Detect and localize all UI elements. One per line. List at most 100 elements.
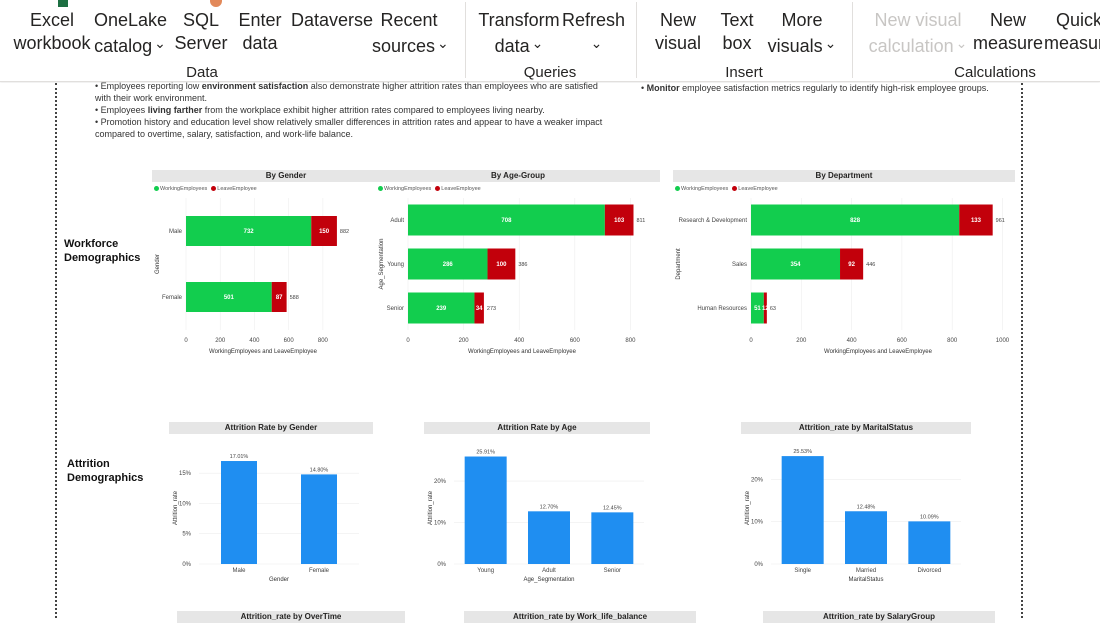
visual-title-work-life-balance[interactable]: Attrition_rate by Work_life_balance [464,611,696,623]
bar-working [186,282,272,312]
visual-title: Attrition_rate by MaritalStatus [741,422,971,434]
report-canvas: • Employees reporting low environment sa… [0,81,1100,623]
more-visuals-button[interactable]: More visuals ⌄ [766,9,838,58]
x-tick-label: 800 [625,338,636,344]
button-label: box [722,33,752,53]
button-label: More [781,10,823,30]
bar-working [751,248,841,280]
visual-title: Attrition Rate by Gender [169,422,373,434]
x-tick-label: Senior [604,568,621,574]
visual-title-overtime[interactable]: Attrition_rate by OverTime [177,611,405,623]
x-tick-label: Young [477,568,494,574]
quick-measure-button[interactable]: Quick measure [1044,9,1100,55]
excel-workbook-button[interactable]: Excel workbook [8,9,96,55]
data-label: 12 [762,306,769,312]
new-visual-button[interactable]: New visual [650,9,706,55]
note-line: • Employees reporting low environment sa… [95,81,598,91]
ribbon: Excel workbook OneLake catalog ⌄ SQL Server Ent… [0,0,1100,82]
bar-working [186,216,312,246]
chart-legend: WorkingEmployees LeaveEmployee [154,186,261,192]
data-label: 87 [276,295,283,301]
legend-dot [732,186,738,191]
x-tick-label: 400 [514,338,525,344]
total-label: 446 [866,262,875,268]
chevron-down-icon: ⌄ [590,35,603,51]
visual-title-salary-group[interactable]: Attrition_rate by SalaryGroup [763,611,995,623]
button-label: SQL [182,10,220,30]
bar-leave [311,216,337,246]
recommendations-text: • Monitor employee satisfaction metrics … [641,82,1021,94]
visual-attrition-rate-by-age[interactable]: Attrition Rate by Age 0% 10% 20% Attrition_r… [424,422,650,585]
transform-data-button[interactable]: Transform data ⌄ [478,9,560,58]
data-label: 51 [754,306,761,312]
x-tick-label: 800 [318,338,329,344]
button-label: Server [174,33,228,53]
x-tick-label: 400 [847,338,858,344]
visual-by-age-group[interactable]: By Age-Group WorkingEmployees LeaveEmploye… [376,170,660,370]
text-box-button[interactable]: Text box [712,9,762,55]
y-tick-label: 0% [437,562,446,568]
column-chart: 0% 5% 10% 15% Attrition_rate 17.01% Male 14.80%… [173,454,359,583]
visual-by-department[interactable]: By Department WorkingEmployees LeaveEmploy… [673,170,1015,370]
y-axis-title: Department [676,248,682,280]
note-line: • Monitor employee satisfaction metrics … [641,83,989,93]
x-tick-label: Married [856,568,876,574]
data-label: 501 [224,295,235,301]
excel-icon [58,0,68,7]
data-label: 708 [501,218,512,224]
data-label: 34 [476,306,483,312]
bar-leave [763,292,767,324]
y-tick-label: 20% [751,477,764,483]
visual-by-gender[interactable]: By Gender WorkingEmployees LeaveEmployee 0 2… [152,170,420,370]
bar-working [408,292,475,324]
data-label: 12.45% [603,505,622,511]
button-label: data ⌄ [478,32,560,58]
button-label: catalog ⌄ [94,32,166,58]
button-label: visuals ⌄ [766,32,838,58]
section-title-attrition: Attrition Demographics [67,458,144,484]
legend-label: WorkingEmployees [384,186,432,192]
sql-server-button[interactable]: SQL Server [174,9,228,55]
total-label: 961 [996,218,1005,224]
y-axis-title: Gender [155,254,161,274]
group-label-queries: Queries [523,64,577,81]
legend-dot [435,186,441,191]
y-tick-label: Young [387,262,404,268]
x-axis-title: Age_Segmentation [523,577,574,583]
data-label: 103 [614,218,625,224]
button-label: calculation ⌄ [864,32,972,58]
refresh-button[interactable]: Refresh ⌄ [562,9,625,58]
new-visual-calculation-button[interactable]: New visual calculation ⌄ [864,9,972,58]
data-label: 92 [848,262,855,268]
button-label: sources ⌄ [372,32,449,58]
legend-dot [211,186,217,191]
data-label: 286 [443,262,454,268]
visual-title: By Age-Group [376,170,660,182]
group-separator [465,2,466,78]
new-measure-button[interactable]: New measure [972,9,1044,55]
button-label: Transform [478,10,560,30]
data-label: 828 [850,218,861,224]
button-label: measure [1044,33,1100,53]
x-tick-label: 600 [570,338,581,344]
y-tick-label: 15% [179,471,192,477]
visual-attrition-rate-by-maritalstatus[interactable]: Attrition_rate by MaritalStatus 0% 10% 20% A… [741,422,971,585]
enter-data-button[interactable]: Enter data [234,9,286,55]
dataverse-button[interactable]: Dataverse [290,9,374,55]
chevron-down-icon: ⌄ [531,35,544,51]
note-line: with their work environment. [95,93,208,103]
note-line: • Employees living farther from the work… [95,105,545,115]
legend-dot [154,186,159,191]
chevron-down-icon: ⌄ [154,35,166,51]
y-axis-title: Age_Segmentation [379,238,385,289]
data-label: 100 [496,262,507,268]
x-axis-title: MaritalStatus [848,577,883,583]
onelake-catalog-button[interactable]: OneLake catalog ⌄ [94,9,167,58]
data-label: 25.53% [793,449,812,455]
recent-sources-button[interactable]: Recent sources ⌄ [372,9,449,58]
button-label: Text [720,10,754,30]
visual-attrition-rate-by-gender[interactable]: Attrition Rate by Gender 0% 5% 10% 15% Attrit… [169,422,373,585]
y-tick-label: 0% [182,562,191,568]
stacked-bar-chart: 0 200 400 600 800 1000 WorkingEmployees and Le… [676,198,1010,355]
